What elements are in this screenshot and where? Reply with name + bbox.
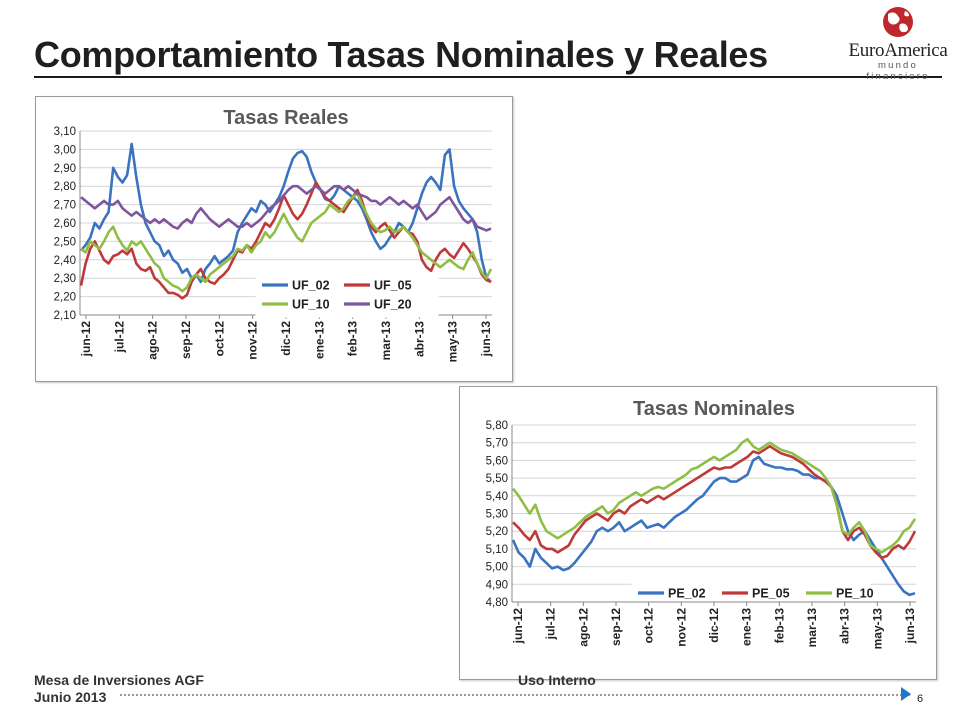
y-tick-label: 2,50 — [54, 236, 76, 248]
y-tick-label: 4,80 — [486, 597, 508, 609]
page-number: 6 — [917, 693, 924, 705]
y-tick-label: 3,00 — [54, 144, 76, 156]
logo-tagline: mundo financiero — [866, 60, 930, 82]
chart-tasas-nominales: 4,80 4,90 5,00 5,10 5,20 5,30 5,40 5,50 5,60 5,70… — [459, 386, 937, 680]
y-tick-label: 3,10 — [54, 126, 76, 138]
series-line-uf_10 — [80, 192, 493, 293]
x-tick-label: may-13 — [446, 321, 460, 363]
y-tick-label: 2,90 — [54, 163, 76, 175]
x-tick-label: dic-12 — [707, 608, 721, 643]
y-tick-label: 2,80 — [54, 181, 76, 193]
logo-wordmark: EuroAmerica — [848, 40, 948, 61]
x-tick-label: abr-13 — [412, 321, 426, 357]
title-underline — [34, 76, 942, 78]
euroamerica-globe-logo-icon — [883, 7, 913, 37]
y-tick-label: 5,00 — [486, 562, 508, 574]
x-tick-label: ago-12 — [576, 608, 590, 647]
legend-label: PE_05 — [752, 587, 790, 601]
y-tick-label: 5,60 — [486, 455, 508, 467]
y-tick-label: 4,90 — [486, 579, 508, 591]
y-tick-label: 5,20 — [486, 526, 508, 538]
legend-label: UF_10 — [292, 298, 330, 312]
next-slide-arrow-icon[interactable] — [901, 687, 911, 701]
y-tick-label: 2,30 — [54, 273, 76, 285]
chart-tasas-reales: 2,10 2,20 2,30 2,40 2,50 2,60 2,70 2,80 2,90 3,00… — [35, 96, 513, 382]
x-tick-label: nov-12 — [246, 321, 260, 360]
y-tick-label: 2,70 — [54, 200, 76, 212]
legend-box — [255, 274, 439, 318]
legend-label: PE_02 — [668, 587, 706, 601]
chart-tasas-reales-svg: 2,10 2,20 2,30 2,40 2,50 2,60 2,70 2,80 2,90 3,00… — [54, 107, 493, 363]
x-tick-label: jun-12 — [79, 321, 93, 358]
x-tick-label: ago-12 — [146, 321, 160, 360]
y-tick-label: 2,20 — [54, 292, 76, 304]
y-tick-label: 2,40 — [54, 255, 76, 267]
series-line-uf_05 — [79, 181, 492, 300]
x-tick-label: ene-13 — [740, 608, 754, 646]
legend-box — [631, 582, 871, 602]
legend-label: UF_20 — [374, 298, 412, 312]
series-line-pe_05 — [512, 444, 917, 560]
x-tick-label: may-13 — [870, 608, 884, 650]
series-line-uf_20 — [80, 184, 492, 232]
x-tick-label: jul-12 — [544, 608, 558, 641]
x-tick-label: feb-13 — [346, 321, 360, 357]
y-tick-label: 2,60 — [54, 218, 76, 230]
euroamerica-logo: EuroAmerica mundo financiero — [848, 2, 948, 82]
y-tick-label: 5,70 — [486, 438, 508, 450]
x-tick-label: mar-13 — [379, 321, 393, 361]
chart-title: Tasas Nominales — [633, 398, 795, 420]
x-tick-label: abr-13 — [838, 608, 852, 644]
x-tick-label: jun-13 — [479, 321, 493, 358]
x-tick-label: oct-12 — [212, 321, 226, 357]
legend-label: UF_02 — [292, 279, 330, 293]
footer-department: Mesa de Inversiones AGF — [34, 672, 204, 688]
y-tick-label: 5,40 — [486, 491, 508, 503]
x-tick-label: sep-12 — [609, 608, 623, 646]
x-tick-label: dic-12 — [279, 321, 293, 356]
x-tick-label: oct-12 — [642, 608, 656, 644]
x-tick-label: nov-12 — [674, 608, 688, 647]
series-line-pe_02 — [511, 455, 916, 597]
y-tick-label: 5,30 — [486, 509, 508, 521]
chart-title: Tasas Reales — [223, 107, 348, 129]
x-tick-label: mar-13 — [805, 608, 819, 648]
footer-left: Mesa de Inversiones AGF Junio 2013 — [34, 672, 204, 706]
x-tick-label: feb-13 — [772, 608, 786, 644]
legend-label: UF_05 — [374, 279, 412, 293]
x-tick-label: jul-12 — [112, 321, 126, 354]
legend-label: PE_10 — [836, 587, 874, 601]
y-tick-label: 5,10 — [486, 544, 508, 556]
y-tick-label: 5,80 — [486, 420, 508, 432]
series-line-uf_02 — [80, 142, 492, 284]
footer-classification: Uso Interno — [518, 672, 596, 688]
y-tick-label: 5,50 — [486, 473, 508, 485]
footer-dotted-line — [120, 694, 910, 696]
x-tick-label: jun-12 — [511, 608, 525, 645]
footer-date: Junio 2013 — [34, 689, 107, 705]
page-title: Comportamiento Tasas Nominales y Reales — [34, 34, 768, 75]
chart-tasas-nominales-svg: 4,80 4,90 5,00 5,10 5,20 5,30 5,40 5,50 5,60 5,70… — [486, 398, 917, 650]
y-tick-label: 2,10 — [54, 310, 76, 322]
x-tick-label: jun-13 — [903, 608, 917, 645]
x-tick-label: sep-12 — [179, 321, 193, 359]
series-line-pe_10 — [511, 437, 917, 554]
x-tick-label: ene-13 — [312, 321, 326, 359]
